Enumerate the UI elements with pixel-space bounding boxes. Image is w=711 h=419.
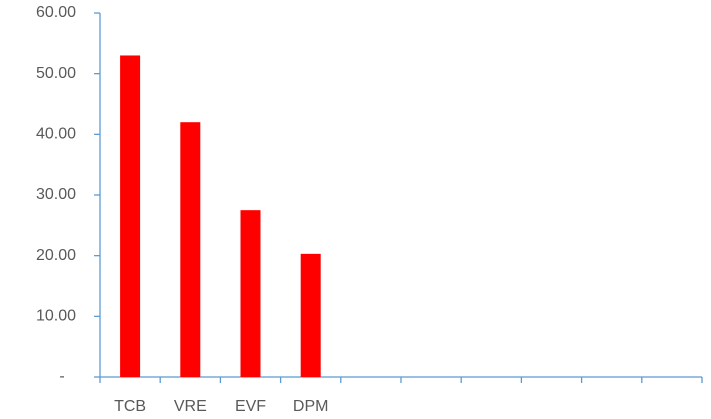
y-tick-label: 20.00 — [36, 247, 76, 264]
y-tick-label: 10.00 — [36, 308, 76, 325]
x-tick-label: DPM — [293, 398, 329, 415]
y-tick-label: 50.00 — [36, 65, 76, 82]
bar — [120, 55, 141, 377]
y-tick-label: 30.00 — [36, 186, 76, 203]
x-tick-label: TCB — [114, 398, 146, 415]
x-tick-label: EVF — [235, 398, 266, 415]
y-tick-label: 40.00 — [36, 126, 76, 143]
y-tick-label: 60.00 — [36, 4, 76, 21]
y-tick-label: - — [59, 368, 64, 385]
bar — [240, 210, 261, 377]
bar — [300, 253, 321, 377]
x-tick-label: VRE — [174, 398, 207, 415]
bar — [180, 122, 201, 377]
